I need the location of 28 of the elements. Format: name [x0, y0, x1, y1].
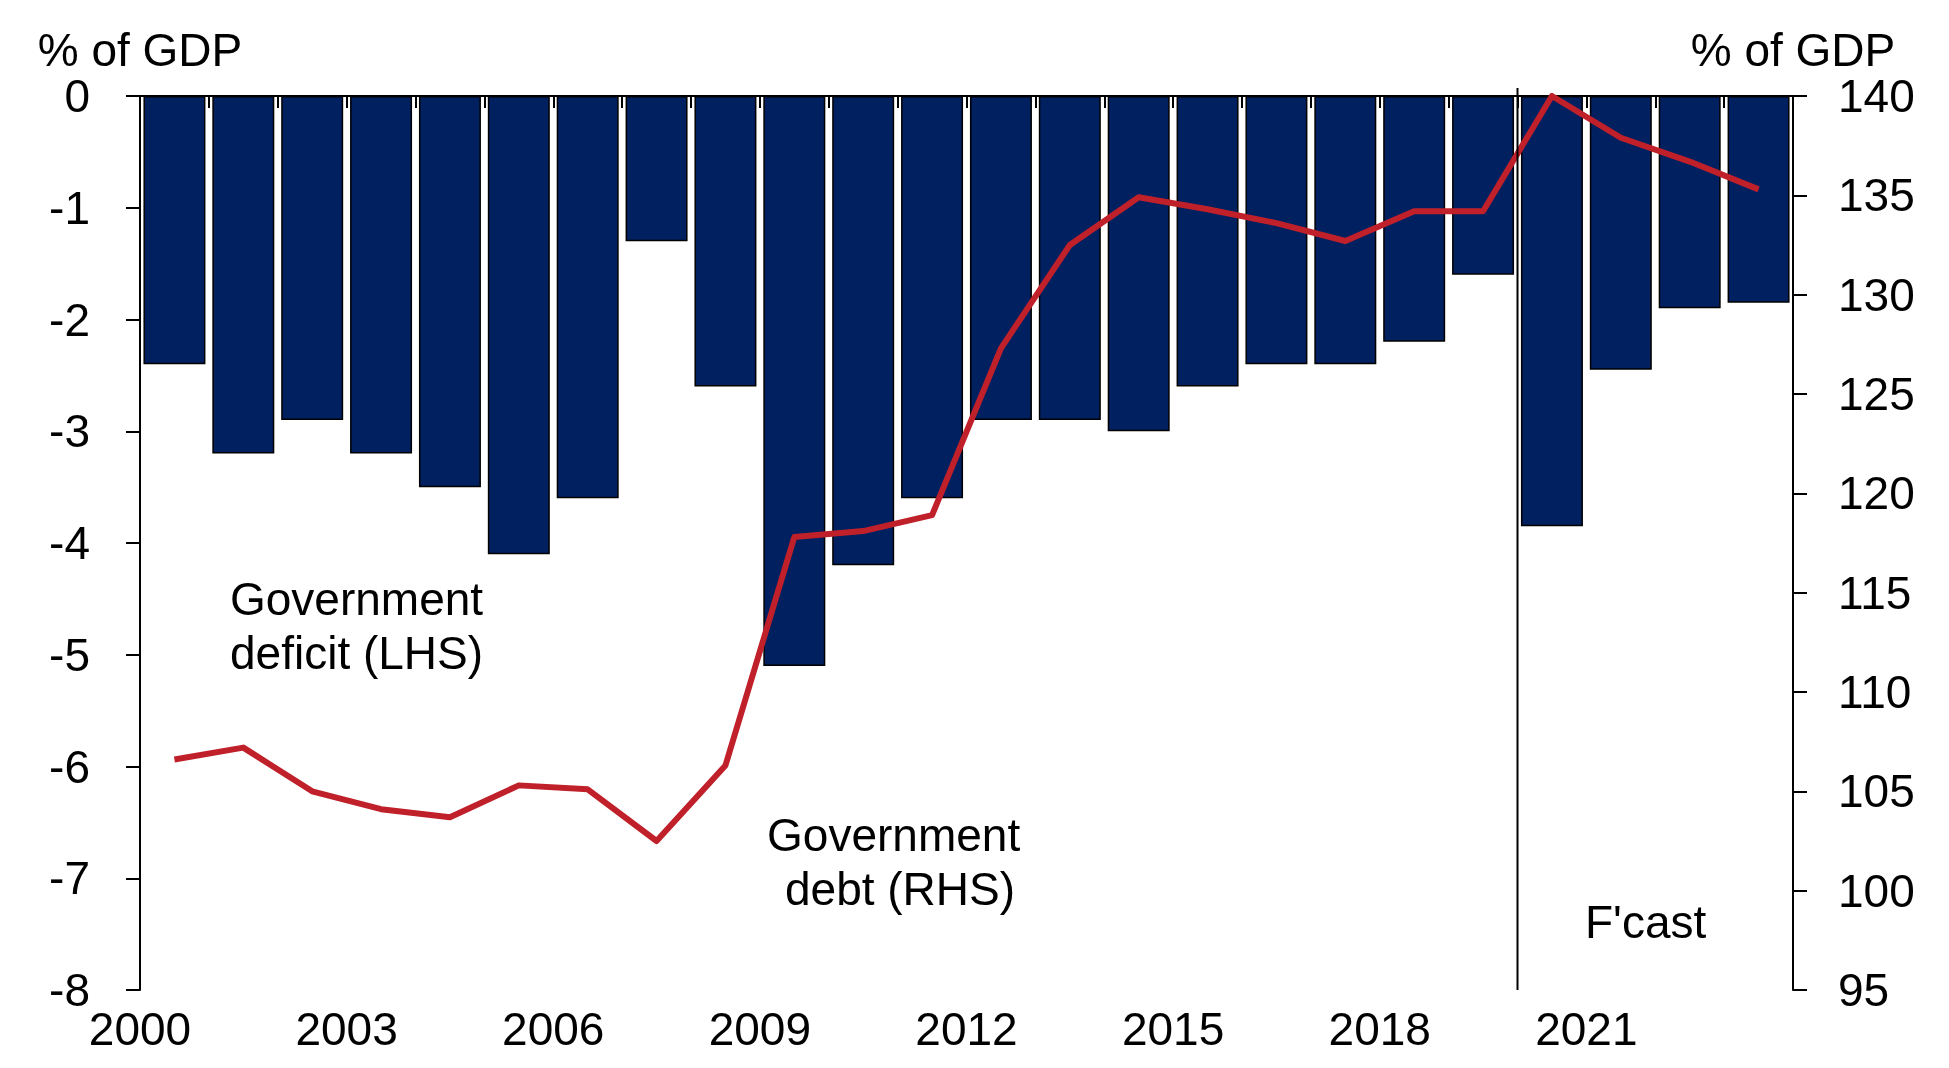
annotation: F'cast — [1585, 896, 1707, 948]
y2-tick-label: 130 — [1838, 268, 1915, 321]
x-tick-label: 2006 — [502, 1003, 605, 1055]
y2-tick-label: 125 — [1838, 368, 1915, 420]
y2-tick-label: 110 — [1838, 666, 1912, 718]
x-tick-label: 2012 — [915, 1003, 1018, 1055]
y-tick-label: -5 — [49, 628, 90, 681]
y2-tick-label: 135 — [1838, 169, 1915, 222]
x-tick-label: 2009 — [708, 1003, 812, 1055]
y-tick-label: -6 — [49, 740, 90, 793]
y2-tick-label: 115 — [1838, 566, 1912, 619]
y2-tick-label: 95 — [1838, 964, 1890, 1016]
y-tick-label: -1 — [49, 181, 90, 234]
x-tick-label: 2003 — [295, 1003, 398, 1055]
y-tick-label: -2 — [49, 293, 90, 346]
y2-tick-label: 105 — [1838, 765, 1915, 818]
y-tick-label: -3 — [49, 405, 90, 458]
annotation: Government debt (RHS) — [767, 809, 1033, 915]
y-tick-label: -4 — [49, 517, 90, 569]
y-tick-label: -7 — [49, 852, 90, 905]
x-tick-label: 2015 — [1121, 1003, 1225, 1055]
y2-tick-label: 120 — [1838, 467, 1915, 520]
x-tick-label: 2021 — [1535, 1003, 1638, 1055]
x-tick-label: 2018 — [1328, 1003, 1431, 1055]
annotation: Government deficit (LHS) — [230, 573, 496, 679]
x-tick-label: 2000 — [88, 1003, 192, 1055]
y-tick-label: -8 — [49, 964, 90, 1016]
y2-tick-label: 100 — [1838, 864, 1915, 917]
